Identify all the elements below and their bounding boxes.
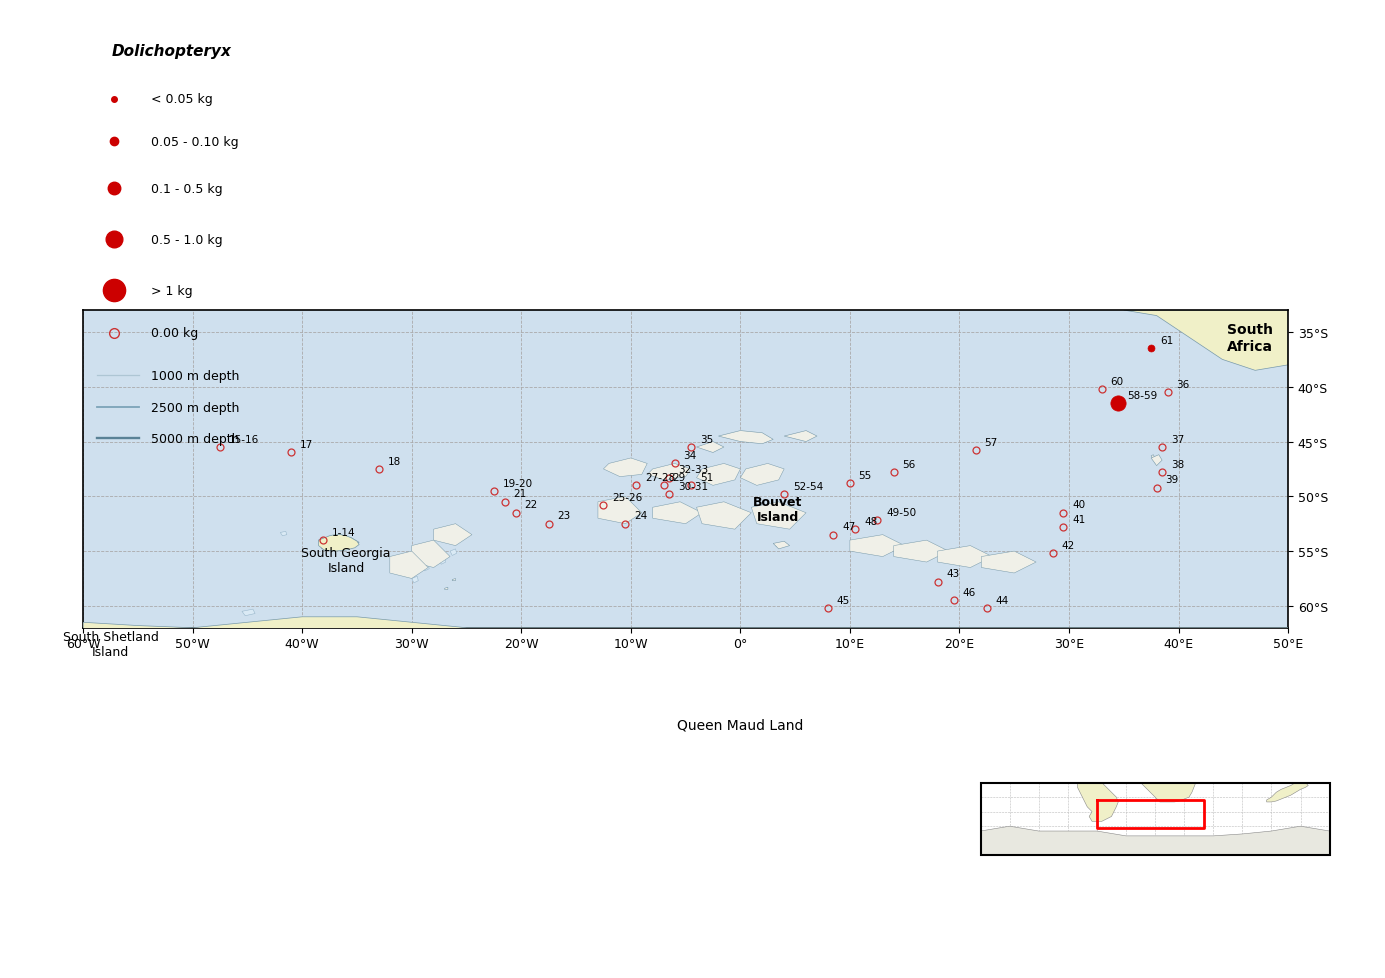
- Text: South
Africa: South Africa: [1227, 323, 1273, 353]
- Text: 34: 34: [683, 451, 697, 461]
- Text: Dolichopteryx: Dolichopteryx: [112, 44, 231, 60]
- Polygon shape: [445, 588, 447, 590]
- Polygon shape: [411, 577, 418, 583]
- Text: 18: 18: [388, 456, 400, 467]
- Polygon shape: [697, 464, 741, 486]
- Text: 39: 39: [1165, 474, 1179, 485]
- Polygon shape: [411, 541, 450, 568]
- Polygon shape: [83, 617, 1288, 661]
- Text: 44: 44: [996, 596, 1008, 605]
- Text: 21: 21: [514, 489, 526, 499]
- Polygon shape: [280, 532, 287, 536]
- Polygon shape: [719, 431, 773, 444]
- Polygon shape: [50, 628, 127, 645]
- Text: 23: 23: [557, 511, 571, 521]
- Text: 55: 55: [859, 470, 873, 480]
- Text: 38: 38: [1170, 460, 1184, 469]
- Text: 37: 37: [1170, 434, 1184, 444]
- Polygon shape: [1078, 778, 1118, 822]
- Text: 51: 51: [699, 472, 713, 482]
- Polygon shape: [439, 558, 446, 564]
- Polygon shape: [450, 550, 457, 556]
- Text: 41: 41: [1072, 514, 1086, 524]
- Text: 1000 m depth: 1000 m depth: [151, 370, 240, 382]
- Polygon shape: [1288, 448, 1316, 462]
- Text: 61: 61: [1159, 335, 1173, 346]
- Text: 32-33: 32-33: [677, 465, 708, 475]
- Text: 42: 42: [1061, 541, 1075, 551]
- Polygon shape: [389, 552, 428, 579]
- Polygon shape: [1140, 747, 1198, 802]
- Text: 1-14: 1-14: [332, 527, 356, 537]
- Text: 35: 35: [699, 434, 713, 444]
- Text: Bouvet
Island: Bouvet Island: [753, 496, 802, 524]
- Polygon shape: [453, 579, 456, 581]
- Text: 30-31: 30-31: [677, 481, 708, 491]
- Polygon shape: [773, 542, 789, 550]
- Polygon shape: [1123, 311, 1288, 371]
- Polygon shape: [776, 544, 780, 547]
- Text: 40: 40: [1072, 500, 1086, 510]
- Text: 36: 36: [1176, 379, 1190, 389]
- Text: South Shetland
Island: South Shetland Island: [62, 631, 158, 658]
- Polygon shape: [55, 628, 116, 643]
- Text: 60: 60: [1111, 377, 1123, 386]
- Text: 0.1 - 0.5 kg: 0.1 - 0.5 kg: [151, 182, 222, 196]
- Text: < 0.05 kg: < 0.05 kg: [151, 93, 212, 106]
- Polygon shape: [850, 535, 904, 557]
- Polygon shape: [242, 609, 255, 616]
- Polygon shape: [604, 459, 647, 477]
- Polygon shape: [652, 503, 702, 524]
- Text: South Georgia
Island: South Georgia Island: [302, 547, 391, 574]
- Polygon shape: [697, 442, 724, 453]
- Polygon shape: [319, 535, 359, 551]
- Polygon shape: [598, 497, 641, 524]
- Polygon shape: [751, 503, 806, 530]
- Polygon shape: [741, 464, 784, 486]
- Text: Queen Maud Land: Queen Maud Land: [677, 718, 803, 732]
- Polygon shape: [83, 628, 1288, 716]
- Polygon shape: [434, 524, 472, 546]
- Polygon shape: [319, 535, 359, 552]
- Text: 43: 43: [946, 569, 960, 579]
- Text: 27-28: 27-28: [645, 472, 676, 482]
- Text: 2500 m depth: 2500 m depth: [151, 402, 240, 415]
- Polygon shape: [981, 826, 1330, 856]
- Text: 24: 24: [634, 511, 647, 521]
- Text: 49-50: 49-50: [886, 508, 915, 517]
- Text: 29: 29: [673, 472, 686, 482]
- Text: 17: 17: [301, 440, 313, 450]
- Text: 52-54: 52-54: [794, 481, 823, 491]
- Text: 0.00 kg: 0.00 kg: [151, 327, 198, 340]
- Polygon shape: [1155, 461, 1158, 464]
- Text: 46: 46: [963, 588, 976, 598]
- Polygon shape: [647, 464, 691, 480]
- Text: 25-26: 25-26: [612, 492, 643, 503]
- Text: 0.5 - 1.0 kg: 0.5 - 1.0 kg: [151, 234, 222, 246]
- Text: 5000 m depth: 5000 m depth: [151, 432, 240, 445]
- Polygon shape: [784, 431, 817, 442]
- Text: 48: 48: [864, 516, 877, 526]
- Polygon shape: [422, 565, 429, 571]
- Text: 47: 47: [842, 522, 856, 532]
- Polygon shape: [1151, 455, 1162, 467]
- Polygon shape: [1151, 455, 1155, 459]
- Text: 15-16: 15-16: [229, 434, 259, 444]
- Polygon shape: [1266, 779, 1309, 802]
- Text: 56: 56: [903, 460, 915, 469]
- Text: 45: 45: [837, 596, 850, 605]
- Polygon shape: [982, 552, 1036, 573]
- Text: > 1 kg: > 1 kg: [151, 285, 193, 297]
- Text: 58-59: 58-59: [1127, 390, 1158, 401]
- Polygon shape: [938, 546, 992, 568]
- Text: 57: 57: [985, 437, 997, 448]
- Polygon shape: [893, 541, 949, 562]
- Polygon shape: [697, 503, 751, 530]
- Text: 22: 22: [525, 500, 537, 510]
- Text: 19-20: 19-20: [503, 478, 533, 488]
- Text: 0.05 - 0.10 kg: 0.05 - 0.10 kg: [151, 136, 238, 149]
